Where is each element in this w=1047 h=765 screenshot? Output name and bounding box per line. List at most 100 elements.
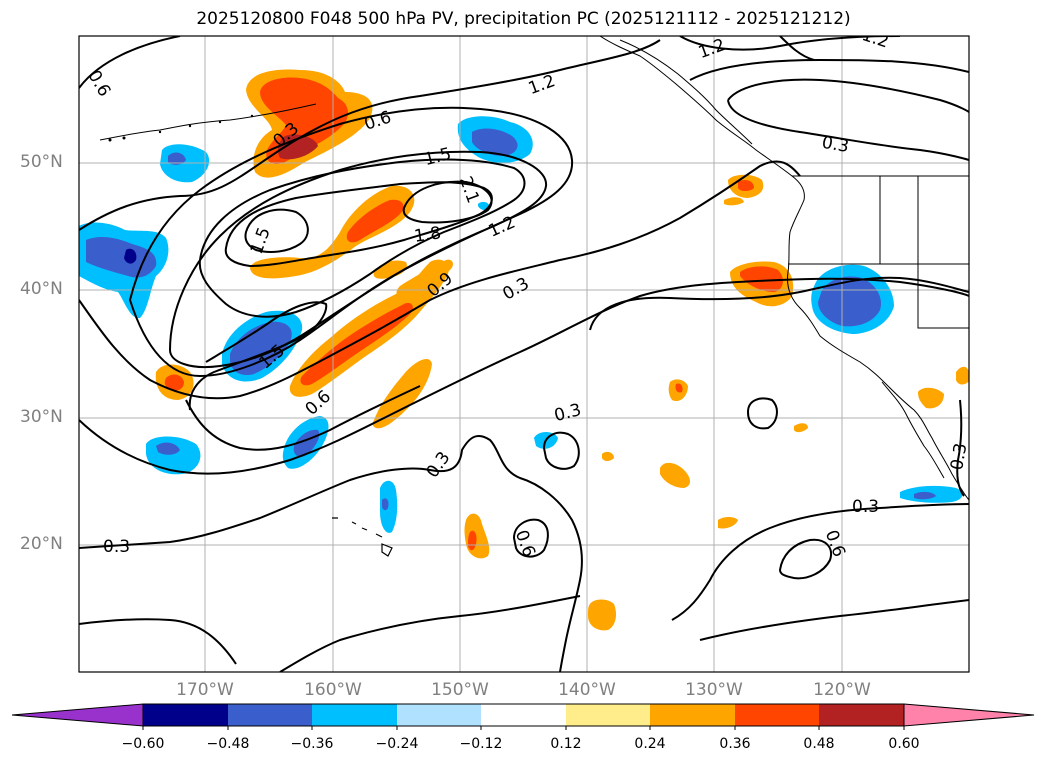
contour-label: 0.3 <box>423 448 455 482</box>
contour-label: 0.3 <box>947 442 971 472</box>
island-aleutian <box>250 114 254 118</box>
precip-area-red <box>346 199 404 243</box>
colorbar-segment <box>650 704 735 726</box>
colorbar-tick-label: −0.36 <box>290 736 334 752</box>
pv-contour <box>727 78 969 161</box>
lon-label-130w: 130°W <box>685 680 743 700</box>
pv-contour <box>79 160 801 400</box>
pv-contour <box>79 36 181 89</box>
precip-area-red <box>740 266 783 292</box>
island-aleutian <box>218 120 222 124</box>
pv-contour <box>402 180 493 224</box>
colorbar-tick-label: −0.24 <box>375 736 419 752</box>
colorbar-segment <box>735 704 819 726</box>
precip-area-cyan <box>380 480 398 533</box>
contour-label: 1.2 <box>859 25 891 52</box>
precip-area-red <box>164 374 184 391</box>
coastline-north-america <box>599 36 969 501</box>
colorbar-extend-high <box>903 703 1035 727</box>
contour-label: 0.6 <box>821 528 849 560</box>
pv-contour <box>746 397 778 430</box>
pv-contour <box>185 385 421 451</box>
pv-contour <box>689 58 969 81</box>
pv-contour <box>589 276 969 331</box>
pv-contour <box>79 277 969 475</box>
colorbar-extend-low <box>11 703 144 727</box>
precip-area-orange <box>660 462 690 488</box>
colorbar-segment <box>228 704 312 726</box>
precip-area-red <box>675 383 683 393</box>
lat-label-20n: 20°N <box>20 534 63 554</box>
colorbar-tick-label: −0.12 <box>459 736 503 752</box>
colorbar-frame <box>142 703 905 727</box>
precip-area-orange <box>464 513 490 559</box>
precip-area-blue <box>156 442 180 455</box>
precip-area-red <box>300 302 413 386</box>
pv-contour <box>279 595 581 672</box>
coastlines <box>79 36 969 501</box>
precip-area-orange <box>956 366 969 385</box>
colorbar-tick-label: −0.60 <box>121 736 165 752</box>
coastline-alaska <box>79 36 350 141</box>
pv-contour <box>671 503 969 621</box>
precip-area-orange <box>724 197 744 206</box>
contour-label: 1.8 <box>413 223 443 247</box>
contour-label: 0.3 <box>820 133 850 157</box>
precip-area-orange <box>602 451 614 461</box>
precip-negative-areas <box>79 116 963 533</box>
map-frame <box>78 35 970 673</box>
lon-label-160w: 160°W <box>304 680 362 700</box>
contour-label: 1.2 <box>526 71 558 99</box>
islands <box>108 114 393 557</box>
island-hawaii <box>332 517 393 557</box>
lon-label-170w: 170°W <box>176 680 234 700</box>
precip-area-darkred <box>277 134 318 160</box>
contour-label: 1.5 <box>422 144 453 170</box>
colorbar-segment <box>397 704 481 726</box>
colorbar-tick-label: 0.48 <box>803 736 835 752</box>
colorbar-tick-label: 0.12 <box>550 736 582 752</box>
colorbar-tick-label: 0.24 <box>634 736 666 752</box>
island-aleutian <box>158 130 162 134</box>
pv-contour <box>188 301 328 411</box>
contour-label: 0.3 <box>552 400 583 426</box>
precip-area-blue <box>472 128 518 156</box>
lat-label-50n: 50°N <box>20 152 63 172</box>
map-title: 2025120800 F048 500 hPa PV, precipitatio… <box>196 9 851 29</box>
precip-area-blue <box>914 491 936 500</box>
colorbar-segment <box>819 704 904 726</box>
contour-label: 1.2 <box>696 35 728 63</box>
coastline-baja <box>881 381 945 479</box>
colorbar-segment <box>143 704 228 726</box>
precip-area-cyan <box>146 436 201 475</box>
lat-label-40n: 40°N <box>20 279 63 299</box>
pv-contour <box>542 431 580 470</box>
precip-area-navy <box>124 248 137 264</box>
island-aleutian <box>188 124 192 128</box>
precip-area-orange <box>588 599 616 631</box>
contour-label: 0.3 <box>103 537 130 557</box>
precip-area-red <box>738 180 754 191</box>
island-aleutian <box>122 136 126 140</box>
pv-contour <box>679 36 901 51</box>
colorbar <box>11 703 1035 730</box>
colorbar-segment <box>481 704 566 726</box>
colorbar-tick-label: 0.36 <box>719 736 751 752</box>
pv-contour <box>79 618 237 665</box>
precip-area-blue <box>382 498 389 511</box>
contour-label: 2.1 <box>455 174 483 206</box>
pv-contour <box>699 599 969 641</box>
pv-contours <box>79 36 969 672</box>
contour-label: 0.6 <box>83 67 114 100</box>
pv-contour <box>79 39 661 231</box>
precip-area-blue <box>818 276 882 327</box>
pv-contour <box>778 538 832 580</box>
lat-label-30n: 30°N <box>20 407 63 427</box>
coastline-se-alaska <box>619 39 753 145</box>
pv-contour <box>244 208 309 253</box>
colorbar-tick-label: 0.60 <box>888 736 920 752</box>
precip-area-orange <box>794 423 808 433</box>
lon-label-120w: 120°W <box>813 680 871 700</box>
pv-contour <box>79 434 583 672</box>
